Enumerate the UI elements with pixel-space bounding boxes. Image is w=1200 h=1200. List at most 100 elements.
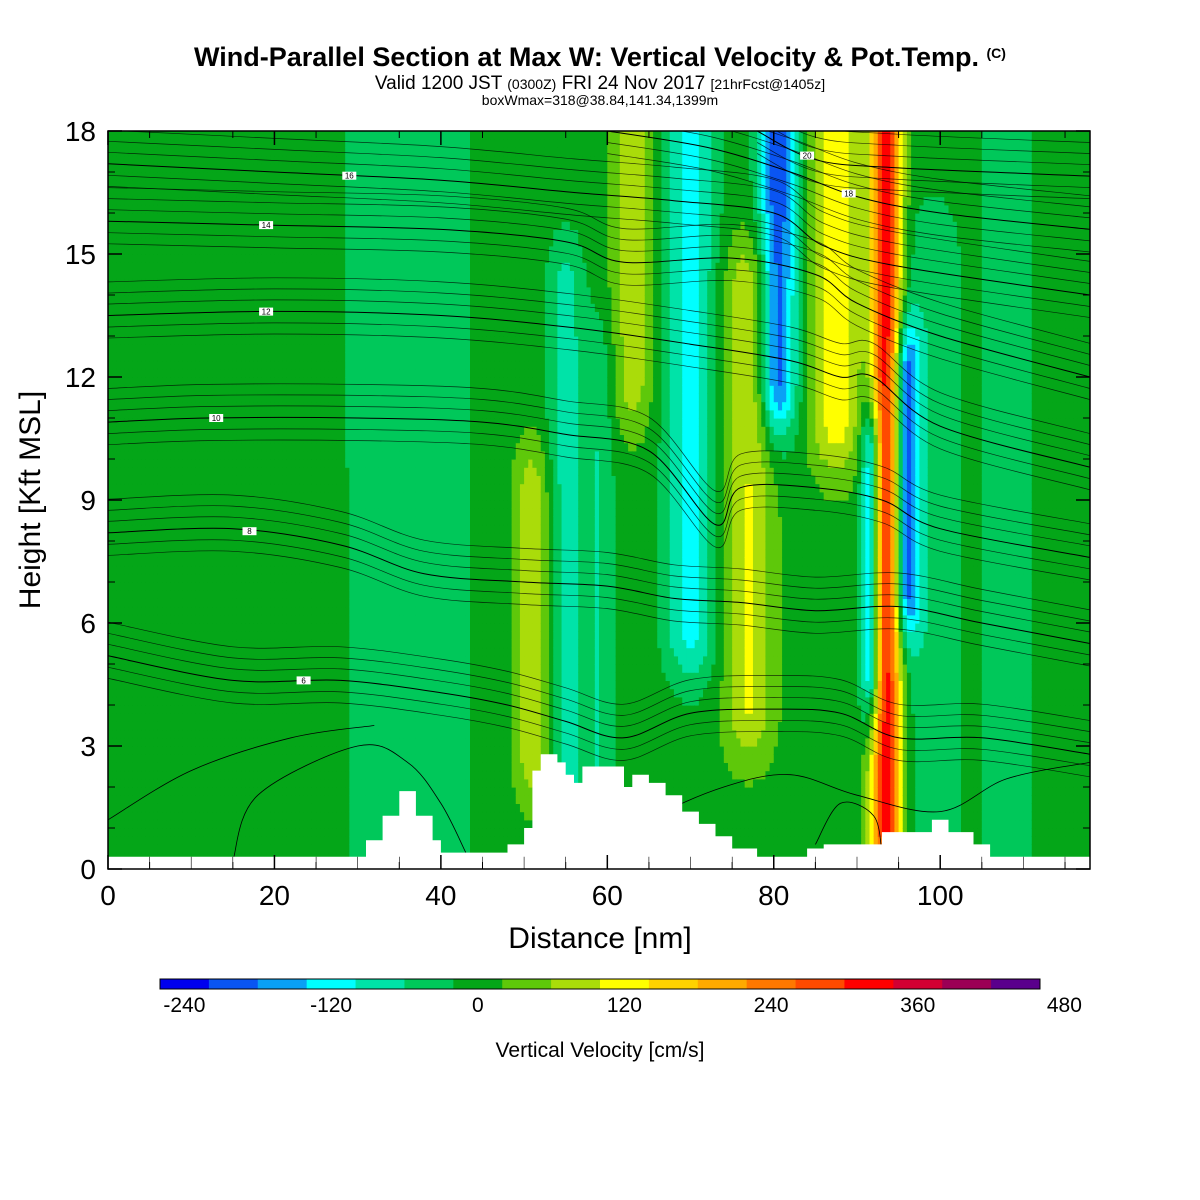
velocity-cell xyxy=(261,844,267,854)
velocity-cell xyxy=(266,319,271,329)
velocity-cell xyxy=(307,336,313,345)
velocity-cell xyxy=(212,713,217,722)
velocity-cell xyxy=(187,582,192,591)
velocity-cell xyxy=(274,721,280,731)
velocity-cell xyxy=(295,582,301,591)
velocity-cell xyxy=(245,393,251,403)
velocity-cell xyxy=(311,737,317,747)
velocity-cell xyxy=(266,163,271,173)
velocity-cell xyxy=(132,819,138,829)
velocity-cell xyxy=(120,360,126,370)
velocity-cell xyxy=(282,696,288,706)
velocity-cell xyxy=(228,155,234,165)
velocity-cell xyxy=(141,163,147,173)
velocity-cell xyxy=(241,770,246,780)
velocity-cell xyxy=(303,450,309,460)
velocity-cell xyxy=(124,836,130,845)
velocity-cell xyxy=(274,787,280,796)
velocity-cell xyxy=(311,434,317,444)
velocity-cell xyxy=(328,557,334,567)
velocity-cell xyxy=(224,549,230,558)
velocity-cell xyxy=(332,467,338,476)
velocity-cell xyxy=(191,393,196,403)
velocity-cell xyxy=(187,557,192,567)
velocity-cell xyxy=(324,278,330,288)
velocity-cell xyxy=(282,245,288,255)
velocity-cell xyxy=(182,434,188,444)
velocity-cell xyxy=(232,286,238,296)
velocity-cell xyxy=(270,237,276,247)
velocity-cell xyxy=(220,385,226,394)
velocity-cell xyxy=(286,590,292,599)
velocity-cell xyxy=(132,508,138,517)
velocity-cell xyxy=(324,623,330,632)
velocity-cell xyxy=(299,795,305,804)
velocity-cell xyxy=(324,688,330,698)
velocity-cell xyxy=(212,295,217,304)
velocity-cell xyxy=(274,450,280,460)
velocity-cell xyxy=(220,459,226,468)
velocity-cell xyxy=(278,557,284,567)
velocity-cell xyxy=(120,680,126,690)
velocity-cell xyxy=(295,811,301,821)
velocity-cell xyxy=(170,500,176,509)
velocity-cell xyxy=(316,647,321,657)
velocity-cell xyxy=(116,491,122,501)
velocity-cell xyxy=(187,336,192,345)
velocity-cell xyxy=(241,483,246,493)
velocity-cell xyxy=(178,778,184,788)
velocity-cell xyxy=(116,787,122,796)
velocity-cell xyxy=(224,180,230,189)
velocity-cell xyxy=(199,705,205,714)
velocity-cell xyxy=(316,262,321,271)
velocity-cell xyxy=(220,336,226,345)
velocity-cell xyxy=(245,508,251,517)
velocity-cell xyxy=(128,327,134,337)
velocity-cell xyxy=(324,828,330,837)
velocity-cell xyxy=(187,475,192,485)
velocity-cell xyxy=(157,565,163,575)
velocity-cell xyxy=(174,819,180,829)
velocity-cell xyxy=(236,155,242,165)
velocity-cell xyxy=(241,795,246,804)
velocity-cell xyxy=(236,295,242,304)
velocity-cell xyxy=(112,688,117,698)
velocity-cell xyxy=(203,598,209,608)
velocity-cell xyxy=(128,254,134,263)
velocity-cell xyxy=(257,647,263,657)
velocity-cell xyxy=(220,590,226,599)
velocity-cell xyxy=(132,836,138,845)
velocity-cell xyxy=(261,295,267,304)
velocity-cell xyxy=(245,262,251,271)
velocity-cell xyxy=(249,770,255,780)
velocity-cell xyxy=(332,606,338,616)
velocity-cell xyxy=(249,377,255,386)
velocity-cell xyxy=(207,508,213,517)
velocity-cell xyxy=(307,459,313,468)
velocity-cell xyxy=(324,327,330,337)
velocity-cell xyxy=(232,483,238,493)
velocity-cell xyxy=(286,180,292,189)
velocity-cell xyxy=(128,336,134,345)
velocity-cell xyxy=(157,828,163,837)
velocity-cell xyxy=(207,705,213,714)
velocity-cell xyxy=(116,360,122,370)
velocity-cell xyxy=(141,491,147,501)
velocity-cell xyxy=(120,147,126,157)
velocity-cell xyxy=(182,131,188,140)
velocity-cell xyxy=(303,204,309,214)
velocity-cell xyxy=(182,819,188,829)
velocity-cell xyxy=(112,270,117,280)
velocity-cell xyxy=(228,295,234,304)
velocity-cell xyxy=(174,139,180,148)
velocity-cell xyxy=(166,303,172,312)
velocity-cell xyxy=(324,778,330,788)
velocity-cell xyxy=(228,270,234,280)
velocity-cell xyxy=(120,508,126,517)
velocity-cell xyxy=(224,467,230,476)
velocity-cell xyxy=(303,639,309,649)
velocity-cell xyxy=(295,377,301,386)
velocity-cell xyxy=(261,762,267,772)
velocity-cell xyxy=(303,721,309,731)
velocity-cell xyxy=(116,278,122,288)
